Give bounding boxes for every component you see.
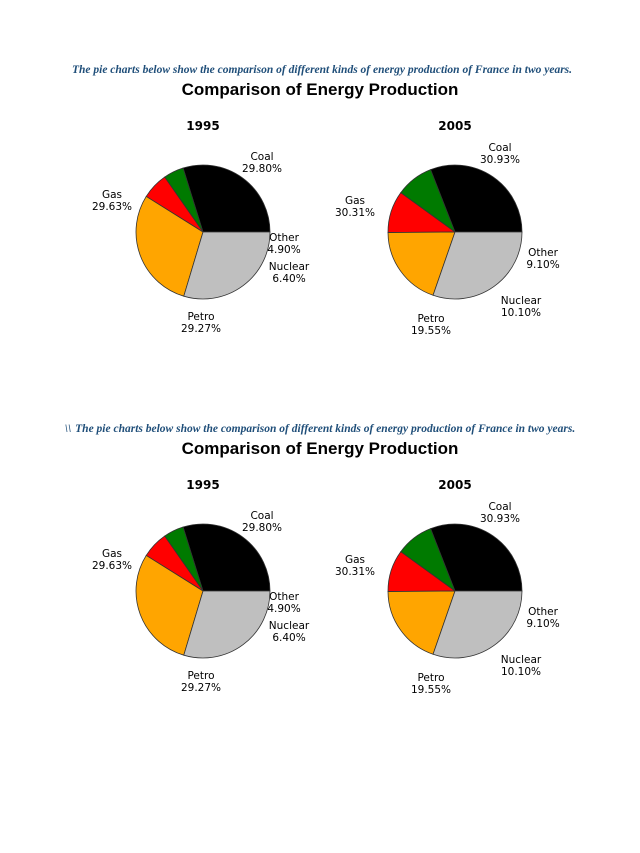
slice-value-gas: 30.31% xyxy=(335,207,375,219)
pie-slice-coal xyxy=(430,164,523,233)
pie-year-label: 1995 xyxy=(186,478,219,492)
slice-value-other: 9.10% xyxy=(526,259,559,271)
slice-value-petro: 19.55% xyxy=(411,684,451,696)
pie-slice-gas xyxy=(183,231,271,300)
slice-label-nuclear: Nuclear xyxy=(501,295,542,307)
slice-label-coal: Coal xyxy=(250,510,273,522)
pie-chart-block-1: 1995Coal29.80%Other4.90%Nuclear6.40%Petr… xyxy=(92,119,560,337)
slice-value-other: 4.90% xyxy=(267,244,300,256)
slice-label-petro: Petro xyxy=(417,672,444,684)
slice-label-petro: Petro xyxy=(417,313,444,325)
slice-value-gas: 29.63% xyxy=(92,560,132,572)
slice-label-gas: Gas xyxy=(345,554,365,566)
slice-value-nuclear: 6.40% xyxy=(272,632,305,644)
pie-year-label: 2005 xyxy=(438,478,471,492)
slice-label-petro: Petro xyxy=(187,670,214,682)
pie-slice-coal xyxy=(430,523,523,592)
slice-value-other: 9.10% xyxy=(526,618,559,630)
pie-slice-gas xyxy=(183,590,271,659)
slice-value-gas: 29.63% xyxy=(92,201,132,213)
caption-prefix: \\ xyxy=(64,423,72,435)
slice-label-coal: Coal xyxy=(488,501,511,513)
slice-label-petro: Petro xyxy=(187,311,214,323)
slice-value-other: 4.90% xyxy=(267,603,300,615)
pie-slice-coal xyxy=(182,523,271,592)
pie-year-label: 2005 xyxy=(438,119,471,133)
slice-value-coal: 29.80% xyxy=(242,163,282,175)
slice-label-other: Other xyxy=(269,232,299,244)
slice-value-petro: 19.55% xyxy=(411,325,451,337)
pie-slice-coal xyxy=(182,164,271,233)
slice-label-other: Other xyxy=(528,247,558,259)
caption-1: The pie charts below show the comparison… xyxy=(0,64,640,76)
slice-label-nuclear: Nuclear xyxy=(269,620,310,632)
slice-value-petro: 29.27% xyxy=(181,682,221,694)
slice-value-nuclear: 6.40% xyxy=(272,273,305,285)
pie-slice-petro xyxy=(135,195,204,297)
slice-value-petro: 29.27% xyxy=(181,323,221,335)
pie-slice-petro xyxy=(135,554,204,656)
pie-year-label: 1995 xyxy=(186,119,219,133)
slice-label-gas: Gas xyxy=(102,189,122,201)
chart-title-2: Comparison of Energy Production xyxy=(181,439,459,458)
slice-label-gas: Gas xyxy=(102,548,122,560)
caption-text: The pie charts below show the comparison… xyxy=(75,423,576,435)
slice-value-coal: 29.80% xyxy=(242,522,282,534)
chart-title-1: Comparison of Energy Production xyxy=(181,80,459,99)
slice-label-other: Other xyxy=(269,591,299,603)
slice-value-coal: 30.93% xyxy=(480,513,520,525)
slice-value-nuclear: 10.10% xyxy=(501,307,541,319)
slice-label-nuclear: Nuclear xyxy=(501,654,542,666)
slice-value-nuclear: 10.10% xyxy=(501,666,541,678)
pie-slice-gas xyxy=(432,590,523,659)
pie-chart-block-2: 1995Coal29.80%Other4.90%Nuclear6.40%Petr… xyxy=(92,478,560,696)
slice-value-gas: 30.31% xyxy=(335,566,375,578)
caption-2: \\ The pie charts below show the comparis… xyxy=(0,423,640,435)
slice-value-coal: 30.93% xyxy=(480,154,520,166)
slice-label-gas: Gas xyxy=(345,195,365,207)
slice-label-nuclear: Nuclear xyxy=(269,261,310,273)
slice-label-other: Other xyxy=(528,606,558,618)
caption-text: The pie charts below show the comparison… xyxy=(71,64,573,76)
slice-label-coal: Coal xyxy=(250,151,273,163)
pie-slice-gas xyxy=(432,231,523,300)
slice-label-coal: Coal xyxy=(488,142,511,154)
